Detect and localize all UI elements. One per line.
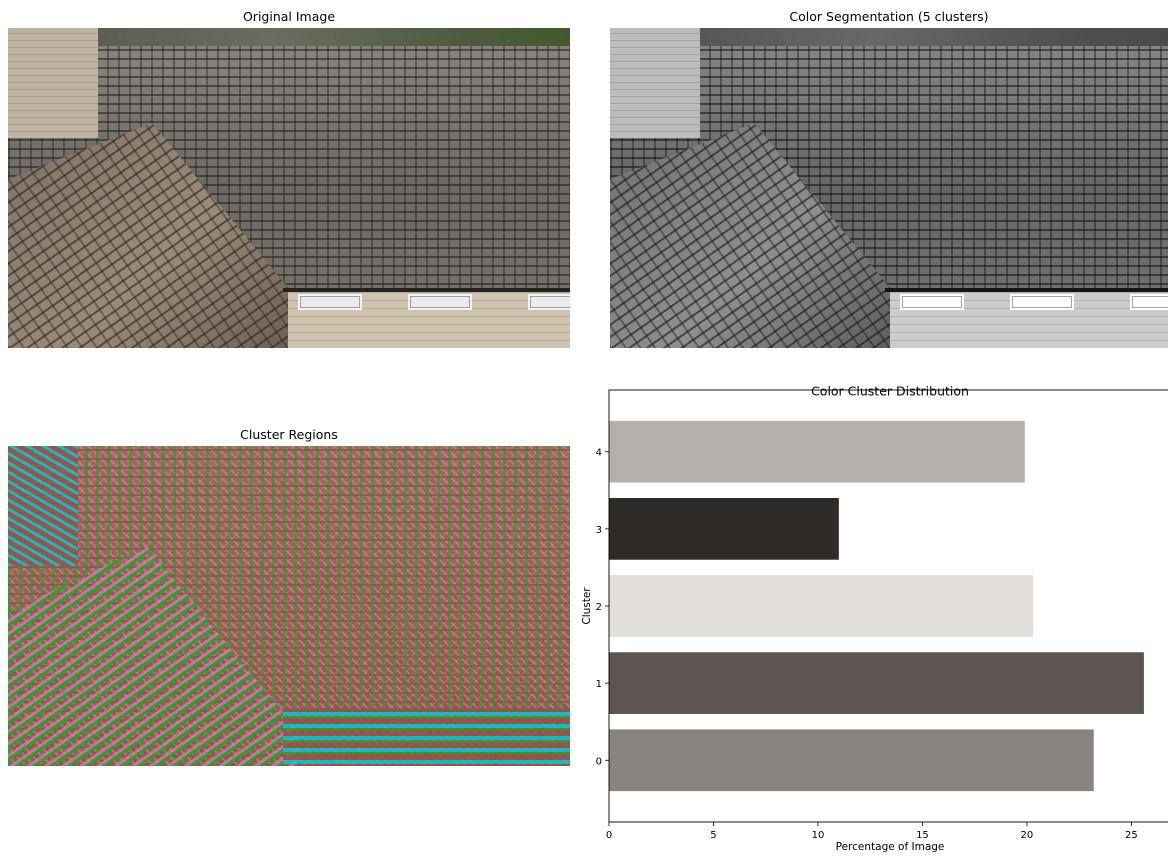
gutter xyxy=(885,288,1168,292)
y-tick-label: 4 xyxy=(596,448,602,459)
y-axis-label: Cluster xyxy=(581,587,593,625)
segmentation-title: Color Segmentation (5 clusters) xyxy=(789,9,989,24)
bar-cluster-0 xyxy=(609,729,1094,792)
segmentation-image xyxy=(610,28,1168,348)
window xyxy=(528,294,570,310)
cluster-distribution-chart: Color Cluster Distribution 0 1 2 3 4 0 5 10 15 20… xyxy=(581,384,1168,853)
x-tick-label: 0 xyxy=(606,830,612,841)
cluster-regions-image xyxy=(8,446,570,766)
x-axis-label: Percentage of Image xyxy=(836,841,945,853)
cluster-patch xyxy=(283,708,570,764)
x-tick-label: 15 xyxy=(916,830,929,841)
cluster-regions-title: Cluster Regions xyxy=(240,427,338,442)
original-image xyxy=(8,28,570,348)
cluster-patch xyxy=(8,446,78,566)
y-tick-label: 1 xyxy=(596,679,602,690)
gable-roof xyxy=(610,123,910,348)
gutter xyxy=(283,288,570,292)
street-area xyxy=(68,28,570,46)
window xyxy=(900,294,964,310)
window xyxy=(1010,294,1074,310)
window xyxy=(408,294,472,310)
x-tick-label: 20 xyxy=(1021,830,1034,841)
window xyxy=(298,294,362,310)
left-wall xyxy=(8,28,98,138)
bar-cluster-4 xyxy=(609,420,1025,483)
street-area xyxy=(670,28,1168,46)
y-tick-label: 0 xyxy=(596,756,602,767)
window xyxy=(1130,294,1168,310)
y-tick-label: 2 xyxy=(596,602,602,613)
gable-roof xyxy=(8,123,308,348)
chart-title: Color Cluster Distribution xyxy=(811,384,969,399)
left-wall xyxy=(610,28,700,138)
original-image-title: Original Image xyxy=(242,9,336,24)
x-tick-label: 25 xyxy=(1125,830,1138,841)
cluster-patch xyxy=(8,546,298,766)
x-tick-label: 10 xyxy=(812,830,825,841)
bar-cluster-3 xyxy=(609,498,839,560)
bar-cluster-2 xyxy=(609,575,1034,637)
x-tick-label: 5 xyxy=(710,830,716,841)
y-tick-label: 3 xyxy=(596,525,602,536)
bar-cluster-1 xyxy=(609,652,1144,714)
